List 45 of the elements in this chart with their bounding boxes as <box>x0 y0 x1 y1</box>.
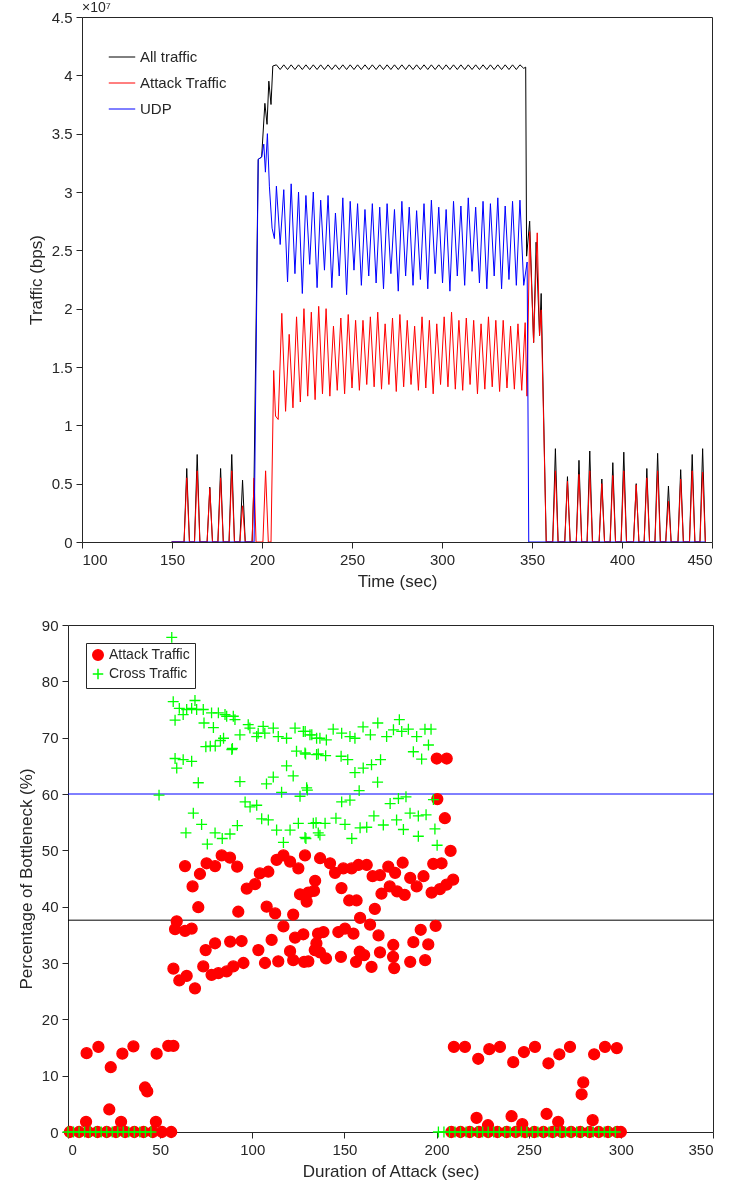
legend-label: Cross Traffic <box>109 665 188 681</box>
text: ×10⁷ <box>82 0 111 15</box>
x-tick-label: 250 <box>339 550 366 568</box>
y-tick-label: 80 <box>41 672 59 690</box>
x-axis-title: Time (sec) <box>357 571 438 591</box>
y-tick-label: 3.5 <box>51 125 73 143</box>
y-tick-label: 2 <box>64 300 73 318</box>
x-tick-label: 250 <box>516 1140 542 1158</box>
x-tick-label: 300 <box>608 1140 634 1158</box>
y-tick-label: 70 <box>41 729 59 747</box>
y-tick-label: 4 <box>64 66 73 84</box>
y-tick-label: 0.5 <box>51 475 73 493</box>
y-tick-label: 1 <box>64 416 73 434</box>
y-tick-label: 0 <box>50 1123 59 1141</box>
legend-label: All traffic <box>140 48 198 65</box>
y-tick-label: 1.5 <box>51 358 73 376</box>
y-tick-label: 2.5 <box>51 241 73 259</box>
y-tick-label: 4.5 <box>51 8 73 26</box>
legend-label: UDP <box>140 100 172 117</box>
x-tick-label: 200 <box>249 550 276 568</box>
x-tick-label: 300 <box>429 550 456 568</box>
x-tick-label: 150 <box>332 1140 358 1158</box>
y-tick-label: 90 <box>41 616 59 634</box>
x-tick-label: 350 <box>688 1140 714 1158</box>
x-tick-label: 400 <box>609 550 636 568</box>
y-tick-label: 10 <box>41 1067 59 1085</box>
x-tick-label: 100 <box>240 1140 266 1158</box>
y-tick-label: 40 <box>41 898 59 916</box>
x-tick-label: 350 <box>519 550 546 568</box>
y-tick-label: 0 <box>64 533 73 551</box>
x-tick-label: 450 <box>687 550 713 568</box>
x-tick-label: 50 <box>152 1140 169 1158</box>
y-tick-label: 60 <box>41 785 59 803</box>
y-axis-title: Traffic (bps) <box>26 235 46 325</box>
y-tick-label: 3 <box>64 183 73 201</box>
y-tick-label: 30 <box>41 954 59 972</box>
x-tick-label: 100 <box>82 550 108 568</box>
y-tick-label: 50 <box>41 841 59 859</box>
y-tick-label: 20 <box>41 1010 59 1028</box>
x-tick-label: 200 <box>424 1140 450 1158</box>
legend-label: Attack Traffic <box>140 74 227 91</box>
x-tick-label: 150 <box>159 550 186 568</box>
y-axis-title: Percentage of Bottleneck (%) <box>16 768 36 990</box>
x-axis-title: Duration of Attack (sec) <box>302 1161 480 1181</box>
legend-label: Attack Traffic <box>109 646 190 662</box>
